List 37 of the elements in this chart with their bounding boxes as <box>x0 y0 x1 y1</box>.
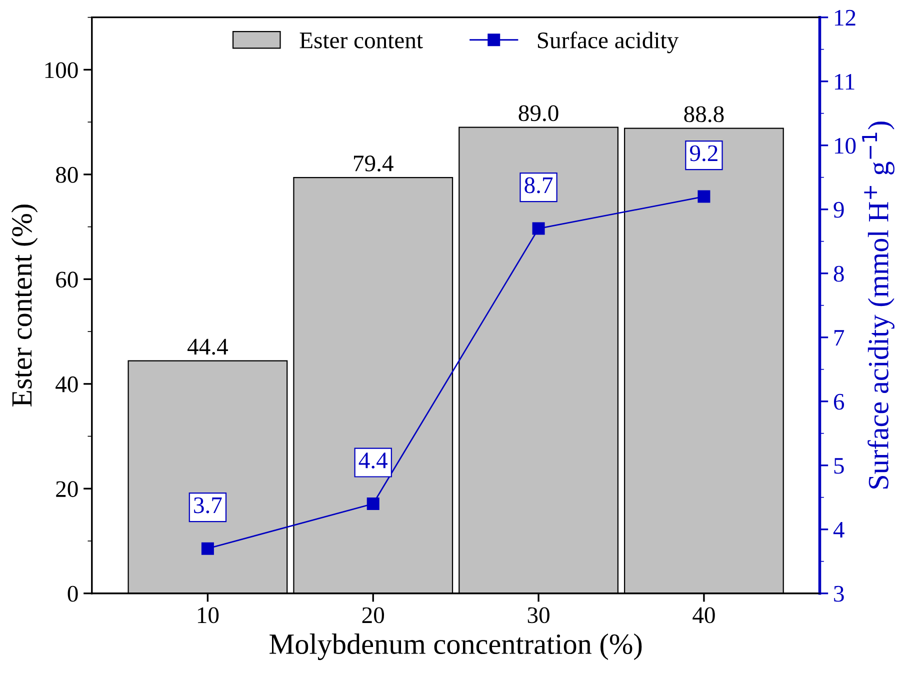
y2-tick-label: 6 <box>834 394 844 410</box>
point <box>532 222 545 235</box>
x-axis-title: Molybdenum concentration (%) <box>270 634 642 660</box>
data-label: 89.0 <box>518 105 558 122</box>
y2-tick-label: 3 <box>834 586 844 602</box>
data-label: 88.8 <box>684 106 724 122</box>
y-tick-label: 20 <box>56 481 78 498</box>
x-tick-label: 40 <box>692 607 715 624</box>
legend-label: Ester content <box>300 32 423 48</box>
point <box>201 542 214 555</box>
data-label: 4.4 <box>358 452 388 469</box>
point <box>366 498 380 510</box>
data-label: 9.2 <box>690 145 718 162</box>
point <box>698 190 710 203</box>
y2-tick-label: 5 <box>834 458 844 474</box>
y-tick-label: 40 <box>56 376 78 392</box>
y2-tick-label: 12 <box>835 10 856 26</box>
y2-tick-label: 8 <box>834 266 844 282</box>
x-tick-label: 20 <box>362 607 384 624</box>
x-tick-label: 30 <box>528 607 550 624</box>
y2-tick-label: 4 <box>833 522 844 538</box>
y-axis-title: Ester content (%) <box>11 204 38 407</box>
data-label: 44.4 <box>187 338 228 355</box>
y2-tick-label: 7 <box>834 330 844 346</box>
y2-tick-label: 11 <box>835 74 854 90</box>
legend-label: Surface acidity <box>538 32 679 54</box>
y2-axis-title: Surface acidity (mmol H$^{+}$ g$^{−1}$) <box>862 122 894 488</box>
y2-tick-label: 10 <box>835 138 856 154</box>
y-tick-label: 0 <box>68 586 78 602</box>
y-tick-label: 60 <box>56 272 78 288</box>
data-label: 8.7 <box>524 177 553 194</box>
y2-tick-label: 9 <box>834 202 844 218</box>
x-tick-label: 10 <box>198 607 219 624</box>
data-label: 79.4 <box>354 156 394 172</box>
data-label: 3.7 <box>194 497 222 514</box>
y-tick-label: 100 <box>45 62 78 78</box>
y-tick-label: 80 <box>56 166 78 183</box>
